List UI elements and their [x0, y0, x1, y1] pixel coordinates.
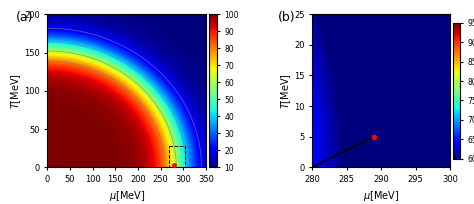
X-axis label: $\mu$[MeV]: $\mu$[MeV] [363, 190, 399, 203]
Text: (b): (b) [278, 11, 295, 24]
Y-axis label: $T$[MeV]: $T$[MeV] [279, 73, 293, 109]
Text: (a): (a) [16, 11, 33, 24]
X-axis label: $\mu$[MeV]: $\mu$[MeV] [109, 190, 145, 203]
Y-axis label: $T$[MeV]: $T$[MeV] [9, 73, 23, 109]
